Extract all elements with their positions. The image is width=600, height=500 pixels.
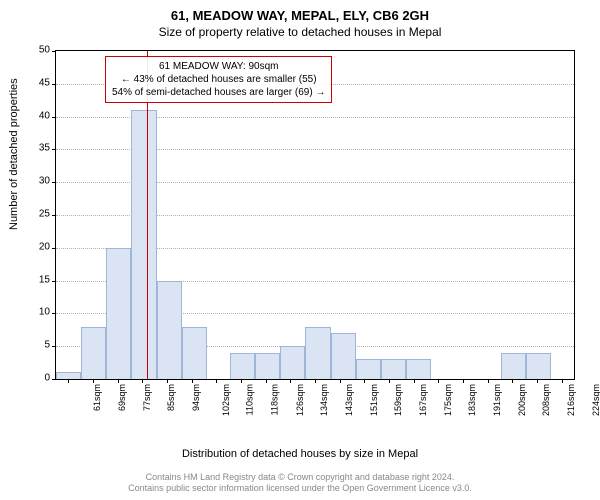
y-axis-label: Number of detached properties [8, 78, 20, 230]
x-tick: 167sqm [418, 384, 428, 416]
x-tick: 102sqm [221, 384, 231, 416]
bar [230, 353, 255, 379]
x-tick: 175sqm [443, 384, 453, 416]
y-tick: 25 [39, 209, 50, 220]
y-tick: 5 [44, 340, 50, 351]
y-tick: 40 [39, 110, 50, 121]
bar [280, 346, 305, 379]
x-tick: 94sqm [191, 384, 201, 411]
x-tick: 159sqm [393, 384, 403, 416]
bar [255, 353, 280, 379]
bar [331, 333, 356, 379]
x-tick: 143sqm [344, 384, 354, 416]
x-tick: 216sqm [566, 384, 576, 416]
bar [381, 359, 406, 379]
x-tick: 224sqm [591, 384, 600, 416]
chart-area: 05101520253035404550 61sqm69sqm77sqm85sq… [55, 50, 575, 410]
bar [182, 327, 207, 379]
bar [501, 353, 526, 379]
y-tick: 30 [39, 176, 50, 187]
y-tick: 10 [39, 307, 50, 318]
bar [356, 359, 381, 379]
x-tick: 191sqm [492, 384, 502, 416]
x-tick: 134sqm [319, 384, 329, 416]
y-tick: 0 [44, 373, 50, 384]
bar [131, 110, 156, 379]
annotation-line1: 61 MEADOW WAY: 90sqm [112, 60, 325, 73]
chart-title-main: 61, MEADOW WAY, MEPAL, ELY, CB6 2GH [0, 0, 600, 23]
x-tick: 208sqm [541, 384, 551, 416]
bar [106, 248, 131, 379]
bar [406, 359, 431, 379]
x-tick: 85sqm [166, 384, 176, 411]
annotation-line2: ← 43% of detached houses are smaller (55… [112, 73, 325, 86]
x-tick: 183sqm [467, 384, 477, 416]
annotation-line3: 54% of semi-detached houses are larger (… [112, 86, 325, 99]
x-tick: 77sqm [142, 384, 152, 411]
x-tick: 200sqm [517, 384, 527, 416]
x-tick: 151sqm [369, 384, 379, 416]
attribution-footer: Contains HM Land Registry data © Crown c… [0, 472, 600, 494]
footer-line2: Contains public sector information licen… [0, 483, 600, 494]
y-tick: 15 [39, 274, 50, 285]
y-tick: 45 [39, 77, 50, 88]
y-tick: 50 [39, 45, 50, 56]
x-tick: 126sqm [295, 384, 305, 416]
chart-title-sub: Size of property relative to detached ho… [0, 23, 600, 39]
x-axis-label: Distribution of detached houses by size … [0, 448, 600, 460]
bar [526, 353, 551, 379]
y-tick: 35 [39, 143, 50, 154]
x-tick: 110sqm [245, 384, 255, 415]
x-tick: 118sqm [269, 384, 279, 415]
annotation-callout: 61 MEADOW WAY: 90sqm ← 43% of detached h… [105, 56, 332, 103]
y-tick: 20 [39, 241, 50, 252]
x-tick: 61sqm [92, 384, 102, 411]
footer-line1: Contains HM Land Registry data © Crown c… [0, 472, 600, 483]
bar [157, 281, 182, 379]
x-tick: 69sqm [117, 384, 127, 411]
bar [81, 327, 106, 379]
bar [305, 327, 330, 379]
